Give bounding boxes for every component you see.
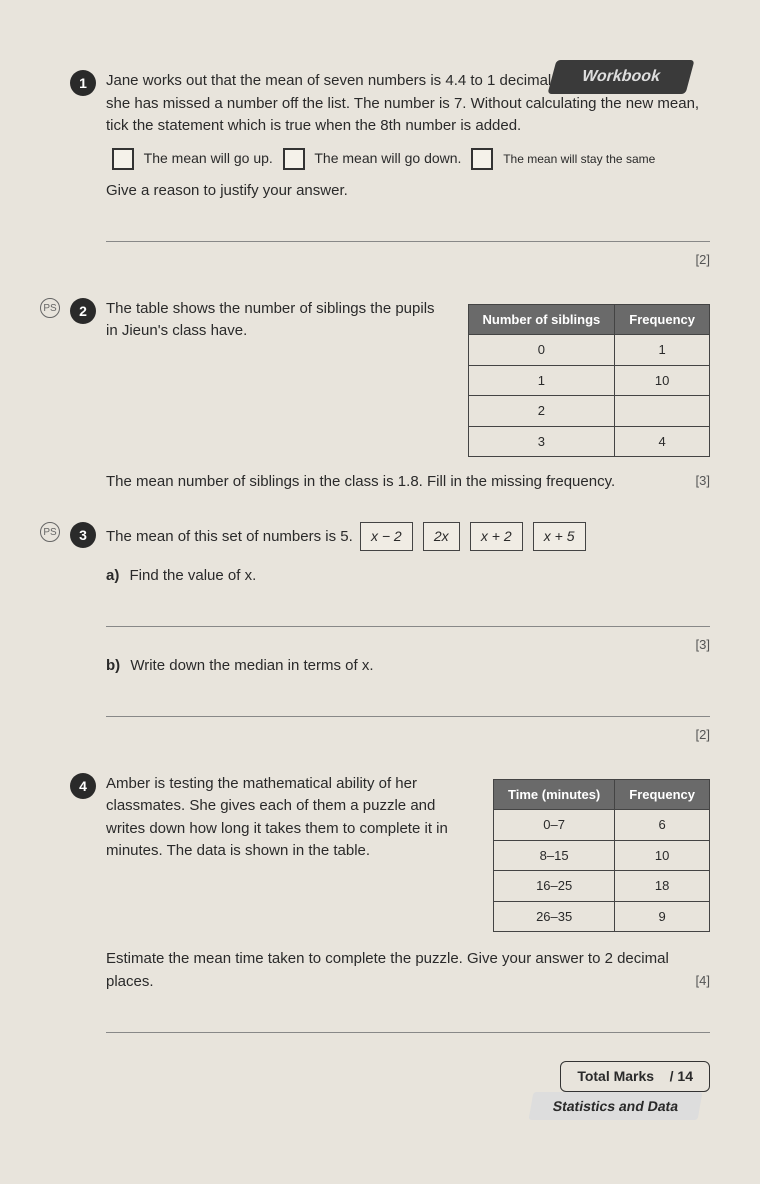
q4-mark: [4] [696, 971, 710, 991]
table-cell: 10 [615, 840, 710, 871]
total-label: Total Marks [577, 1068, 654, 1084]
table-cell: 1 [615, 335, 710, 366]
answer-line[interactable] [106, 222, 710, 242]
q2-th1: Number of siblings [468, 304, 615, 335]
q2-table: Number of siblingsFrequency 01 110 2 34 [468, 304, 710, 458]
q3a-text: Find the value of x. [130, 567, 257, 584]
q4-after: Estimate the mean time taken to complete… [106, 950, 669, 990]
q2-mark: [3] [696, 471, 710, 491]
q3b-text: Write down the median in terms of x. [130, 657, 373, 674]
answer-line[interactable] [106, 697, 710, 717]
q3-number: 3 [70, 522, 96, 548]
table-cell: 18 [615, 871, 710, 902]
q3a-label: a) [106, 567, 119, 584]
total-marks-box: Total Marks / 14 [560, 1061, 710, 1092]
q1-checkbox-1[interactable] [112, 148, 134, 170]
table-cell: 16–25 [494, 871, 615, 902]
table-cell: 0 [468, 335, 615, 366]
q3b-mark: [2] [696, 725, 710, 745]
table-cell: 10 [615, 365, 710, 396]
q1-opt2: The mean will go down. [314, 150, 461, 166]
footer-tab: Statistics and Data [528, 1092, 702, 1120]
table-cell: 1 [468, 365, 615, 396]
expr-box: 2x [423, 522, 460, 551]
workbook-tab: Workbook [548, 60, 695, 94]
q2-number: 2 [70, 298, 96, 324]
table-cell: 26–35 [494, 901, 615, 932]
table-cell: 4 [615, 426, 710, 457]
q2-after: The mean number of siblings in the class… [106, 473, 615, 490]
table-cell[interactable] [615, 396, 710, 427]
q1-justify: Give a reason to justify your answer. [106, 180, 710, 203]
ps-badge: PS [40, 522, 60, 542]
question-1: 1 Jane works out that the mean of seven … [70, 70, 710, 270]
table-cell: 8–15 [494, 840, 615, 871]
total-value: / 14 [670, 1068, 693, 1084]
q4-number: 4 [70, 773, 96, 799]
ps-badge: PS [40, 298, 60, 318]
q3b-label: b) [106, 657, 120, 674]
expr-box: x + 2 [470, 522, 523, 551]
q1-checkbox-3[interactable] [471, 148, 493, 170]
question-3: PS 3 The mean of this set of numbers is … [70, 522, 710, 745]
q4-table: Time (minutes)Frequency 0–76 8–1510 16–2… [493, 779, 710, 933]
expr-box: x − 2 [360, 522, 413, 551]
q1-mark: [2] [696, 250, 710, 270]
q4-th1: Time (minutes) [494, 779, 615, 810]
table-cell: 3 [468, 426, 615, 457]
expr-box: x + 5 [533, 522, 586, 551]
q1-options: The mean will go up. The mean will go do… [106, 148, 710, 170]
answer-line[interactable] [106, 607, 710, 627]
q4-text: Amber is testing the mathematical abilit… [106, 773, 473, 863]
q1-checkbox-2[interactable] [283, 148, 305, 170]
question-2: PS 2 The table shows the number of sibli… [70, 298, 710, 494]
q2-th2: Frequency [615, 304, 710, 335]
q3-intro: The mean of this set of numbers is 5. [106, 528, 353, 545]
q1-number: 1 [70, 70, 96, 96]
q1-opt1: The mean will go up. [144, 150, 273, 166]
table-cell: 6 [615, 810, 710, 841]
q2-text: The table shows the number of siblings t… [106, 298, 448, 343]
table-cell: 0–7 [494, 810, 615, 841]
q1-opt3: The mean will stay the same [503, 152, 655, 166]
q4-th2: Frequency [615, 779, 710, 810]
table-cell: 2 [468, 396, 615, 427]
table-cell: 9 [615, 901, 710, 932]
question-4: 4 Amber is testing the mathematical abil… [70, 773, 710, 1093]
answer-line[interactable] [106, 1013, 710, 1033]
q3a-mark: [3] [696, 635, 710, 655]
